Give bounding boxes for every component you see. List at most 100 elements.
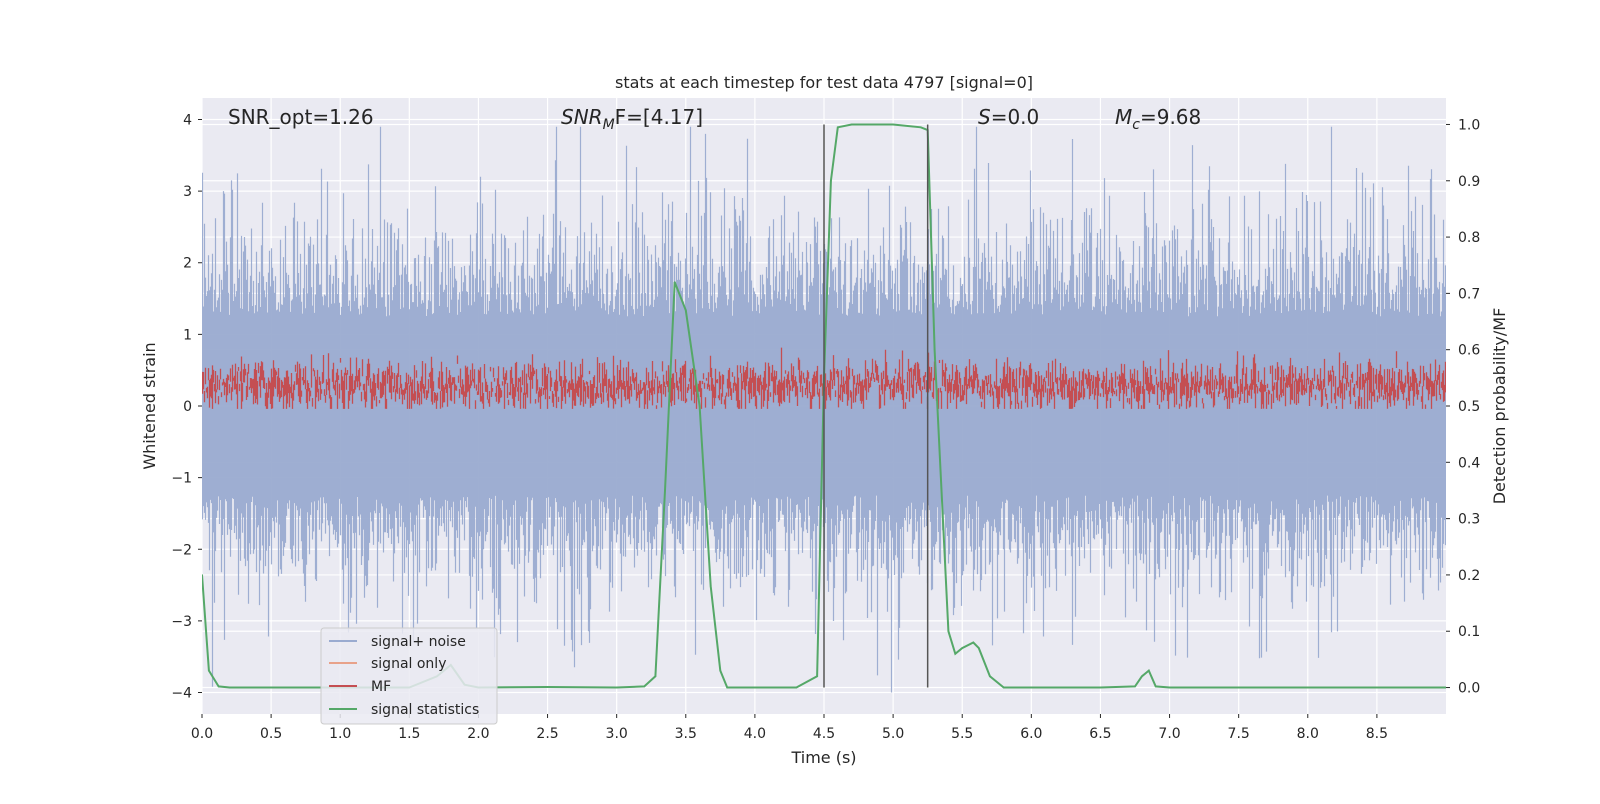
annotations: SNR_opt=1.26 SNRMF=[4.17] S=0.0 Mc=9.68 [228, 105, 1201, 133]
annotation-s-value: =0.0 [991, 105, 1040, 129]
annotation-mc-value: =9.68 [1140, 105, 1201, 129]
legend-label-mf: MF [371, 679, 391, 695]
y-right-tick-label: 0.4 [1458, 455, 1480, 471]
annotation-mc: Mc=9.68 [1115, 105, 1201, 133]
y-right-tick-label: 0.7 [1458, 286, 1480, 302]
signal-statistics-point [954, 653, 957, 655]
annotation-snr-opt: SNR_opt=1.26 [228, 105, 374, 129]
signal-statistics-point [837, 126, 839, 129]
x-tick-label: 1.5 [398, 726, 420, 742]
signal-statistics-point [1154, 685, 1157, 688]
x-tick-label: 3.0 [606, 726, 628, 742]
x-tick-label: 8.5 [1366, 726, 1388, 742]
y-left-tick-label: −3 [171, 614, 192, 630]
y-axis-label-right: Detection probability/MF [1490, 308, 1509, 505]
annotation-snr-mf-symbol: SNR [561, 105, 603, 129]
signal-statistics-point [978, 647, 980, 649]
annotation-snr-mf-sub: M [603, 117, 615, 133]
annotation-mc-symbol: M [1115, 105, 1132, 129]
signal-statistics-point [1134, 685, 1136, 688]
signal-statistics-point [795, 686, 798, 689]
x-tick-label: 5.0 [882, 726, 904, 742]
signal-statistics-point [1168, 686, 1171, 689]
signal-statistics-point [270, 686, 272, 689]
signal-statistics-point [816, 675, 818, 678]
annotation-snr-mf: SNRMF=[4.17] [561, 105, 703, 133]
signal-statistics-point [726, 686, 728, 689]
y-left-tick-label: 4 [183, 112, 192, 128]
signal-statistics-point [892, 123, 894, 126]
y-left-tick-label: 3 [183, 184, 192, 200]
y-left-tick-label: 2 [183, 256, 192, 272]
y-axis-label-left: Whitened strain [140, 342, 159, 469]
x-tick-label: 0.5 [260, 726, 282, 742]
y-right-tick-label: 0.8 [1458, 230, 1480, 246]
signal-statistics-point [615, 686, 618, 689]
y-right-tick-label: 0.5 [1458, 399, 1480, 415]
signal-statistics-point [1445, 686, 1446, 689]
chart-title: stats at each timestep for test data 479… [615, 73, 1033, 92]
y-left-tick-label: 0 [183, 399, 192, 415]
x-tick-label: 3.5 [675, 726, 697, 742]
legend-frame [320, 627, 498, 725]
signal-statistics-point [920, 126, 922, 129]
signal-statistics-point [654, 675, 657, 678]
signal-statistics-point [202, 574, 203, 576]
signal-statistics-point [1148, 669, 1150, 672]
signal-statistics-point [1030, 686, 1033, 689]
y-right-tick-label: 1.0 [1458, 117, 1480, 133]
y-left-tick-label: −4 [171, 686, 192, 702]
signal-statistics-point [673, 281, 676, 283]
signal-statistics-point [961, 647, 963, 649]
signal-statistics-point [947, 630, 950, 632]
annotation-s-symbol: S [978, 105, 991, 129]
x-tick-label: 6.0 [1020, 726, 1042, 742]
y-right-tick-label: 0.1 [1458, 624, 1480, 640]
signal-statistics-point [228, 686, 231, 689]
legend: signal+ noise signal only MF signal stat… [320, 627, 498, 725]
y-right-tick-label: 0.6 [1458, 343, 1480, 359]
x-tick-label: 1.0 [329, 726, 351, 742]
x-tick-label: 2.0 [467, 726, 489, 742]
signal-statistics-point [830, 180, 832, 182]
signal-statistics-point [1099, 686, 1102, 689]
signal-statistics-point [546, 686, 549, 688]
y-left-tick-label: −1 [171, 471, 192, 487]
signal-statistics-point [685, 309, 687, 312]
signal-statistics-point [1141, 675, 1143, 678]
legend-label-signal-only: signal only [371, 656, 446, 672]
y-left-tick-label: −2 [171, 542, 192, 558]
x-tick-label: 7.0 [1158, 726, 1180, 742]
signal-statistics-point [989, 675, 991, 678]
annotation-mc-sub: c [1132, 117, 1140, 133]
signal-statistics-point [1002, 686, 1005, 689]
signal-statistics-point [719, 669, 722, 672]
x-tick-label: 0.0 [191, 726, 213, 742]
y-left-tick-label: 1 [183, 327, 192, 343]
signal-statistics-point [850, 123, 853, 126]
signal-statistics-point [972, 641, 975, 644]
signal-statistics-point [664, 489, 666, 492]
signal-statistics-point [698, 405, 701, 407]
x-axis-label: Time (s) [790, 748, 856, 767]
y-right-tick-label: 0.0 [1458, 681, 1480, 697]
y-right-tick-label: 0.3 [1458, 512, 1480, 528]
signal-statistics-point [643, 685, 646, 688]
legend-label-signal-statistics: signal statistics [371, 702, 479, 718]
signal-statistics-point [208, 669, 210, 672]
annotation-snr-mf-value: F=[4.17] [615, 105, 703, 129]
signal-statistics-point [754, 686, 756, 689]
x-tick-label: 4.5 [813, 726, 835, 742]
y-right-tick-label: 0.9 [1458, 174, 1480, 190]
y-right-tick-label: 0.2 [1458, 568, 1480, 584]
x-tick-label: 8.0 [1297, 726, 1319, 742]
signal-statistics-point [933, 348, 936, 351]
x-tick-label: 2.5 [536, 726, 558, 742]
x-tick-label: 6.5 [1089, 726, 1111, 742]
signal-statistics-point [709, 585, 712, 587]
x-tick-label: 4.0 [744, 726, 766, 742]
signal-statistics-point [217, 685, 220, 688]
x-tick-label: 7.5 [1228, 726, 1250, 742]
